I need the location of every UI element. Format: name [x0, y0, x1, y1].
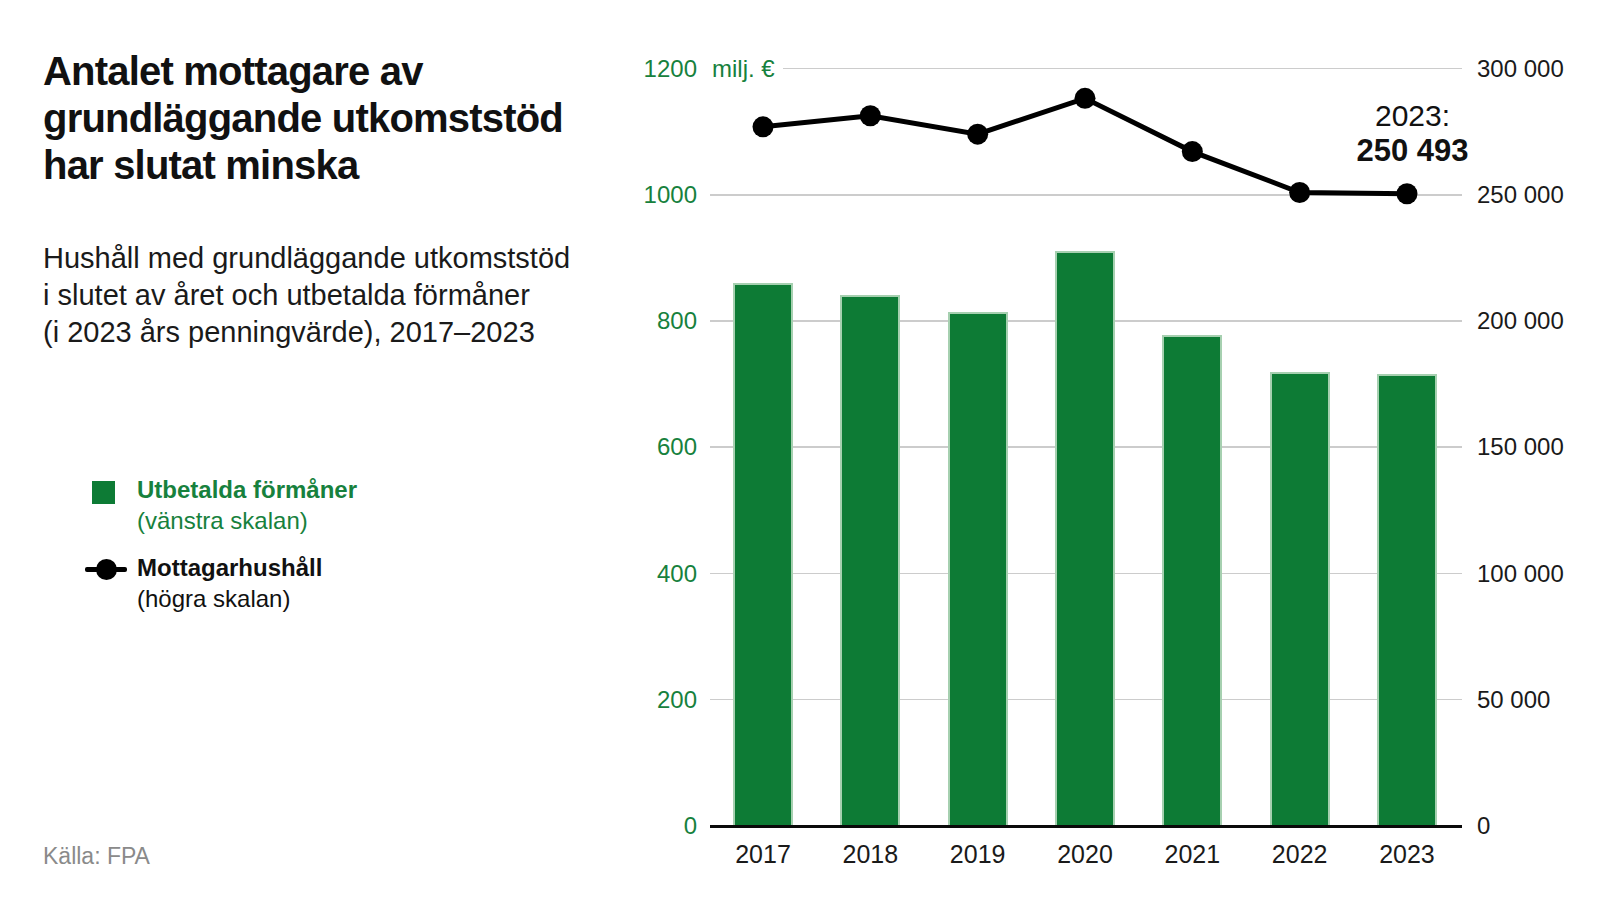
bar-2023 — [1377, 374, 1437, 826]
right-axis-tick-50000: 50 000 — [1477, 687, 1601, 713]
x-axis-label-2017: 2017 — [703, 841, 823, 868]
left-axis-unit-label: milj. € — [712, 56, 783, 82]
right-axis-tick-300000: 300 000 — [1477, 56, 1601, 82]
line-point-2019 — [967, 124, 988, 145]
line-point-2020 — [1074, 88, 1095, 109]
gridline-1200 — [775, 68, 1462, 70]
left-axis-tick-800: 800 — [587, 308, 697, 334]
left-axis-tick-1200: 1200 — [587, 56, 697, 82]
x-axis-label-2022: 2022 — [1240, 841, 1360, 868]
households-line — [763, 98, 1407, 193]
x-axis-line — [710, 825, 1462, 828]
line-point-2018 — [860, 105, 881, 126]
line-point-2021 — [1182, 141, 1203, 162]
gridline-1000 — [710, 194, 1462, 196]
bar-2020 — [1055, 251, 1115, 826]
line-end-annotation: 2023: 250 493 — [1330, 98, 1495, 168]
infographic-canvas: { "header": { "title_lines": ["Antalet m… — [0, 0, 1601, 900]
bar-2018 — [840, 295, 900, 826]
bar-2022 — [1270, 372, 1330, 826]
x-axis-label-2020: 2020 — [1025, 841, 1145, 868]
left-axis-tick-1000: 1000 — [587, 182, 697, 208]
bar-2017 — [733, 283, 793, 826]
line-point-2022 — [1289, 182, 1310, 203]
left-axis-tick-400: 400 — [587, 561, 697, 587]
annotation-value: 250 493 — [1330, 133, 1495, 168]
bar-2019 — [948, 312, 1008, 826]
x-axis-label-2021: 2021 — [1132, 841, 1252, 868]
x-axis-label-2019: 2019 — [918, 841, 1038, 868]
left-axis-tick-200: 200 — [587, 687, 697, 713]
right-axis-tick-0: 0 — [1477, 813, 1601, 839]
x-axis-label-2023: 2023 — [1347, 841, 1467, 868]
right-axis-tick-150000: 150 000 — [1477, 434, 1601, 460]
bar-2021 — [1162, 335, 1222, 826]
x-axis-label-2018: 2018 — [810, 841, 930, 868]
left-axis-tick-0: 0 — [587, 813, 697, 839]
left-axis-tick-600: 600 — [587, 434, 697, 460]
right-axis-tick-250000: 250 000 — [1477, 182, 1601, 208]
right-axis-tick-100000: 100 000 — [1477, 561, 1601, 587]
annotation-year: 2023: — [1330, 98, 1495, 133]
right-axis-tick-200000: 200 000 — [1477, 308, 1601, 334]
line-point-2017 — [753, 116, 774, 137]
